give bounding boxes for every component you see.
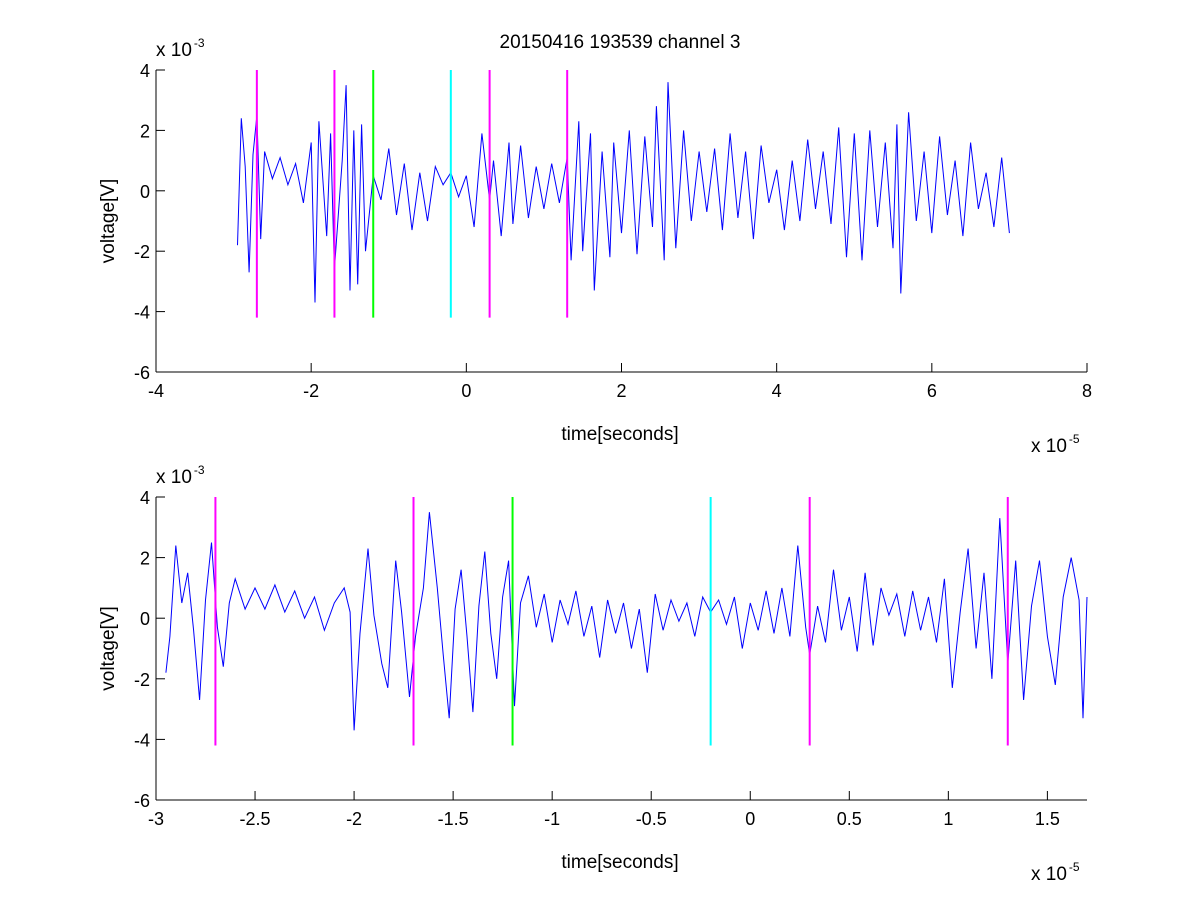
y-tick-label: 0 [140,609,150,629]
x-exponent-power: -5 [1069,860,1080,874]
x-tick-label: 0.5 [837,809,862,829]
y-tick-label: -6 [134,791,150,811]
y-exponent: x 10 -3 [156,463,205,488]
top-plot: -4 -2 0 2 4 6 8-6-4-2024time[seconds]voltage[V… [98,36,1092,457]
y-tick-label: -2 [134,242,150,262]
x-tick-label: 1.5 [1035,809,1060,829]
x-tick-label: 1 [943,809,953,829]
x-exponent: x 10 -5 [1031,860,1080,885]
bottom-plot: -3 -2.5 -2 -1.5 -1 -0.5 0 0.5 1 1.5 -6 -4 -2 0 2 4 time[… [98,463,1088,885]
x-tick-label: 8 [1082,381,1092,401]
x-tick-label: 6 [927,381,937,401]
x-tick-label: -2 [346,809,362,829]
y-tick-label: 0 [140,182,150,202]
x-tick-label: -1.5 [438,809,469,829]
y-exponent-power: -3 [194,36,205,50]
x-exponent: x 10 -5 [1031,432,1080,457]
x-tick-label: -1 [544,809,560,829]
signal-series-line [165,512,1088,731]
x-tick-label: -0.5 [636,809,667,829]
x-tick-label: -4 [148,381,164,401]
x-tick-label: 2 [616,381,626,401]
figure-title: 20150416 193539 channel 3 [500,32,741,53]
x-exponent-base: x 10 [1031,436,1067,457]
y-exponent-base: x 10 [156,467,192,488]
y-axis-label: voltage[V] [98,606,119,691]
y-axis-label: voltage[V] [98,179,119,264]
x-tick-label: -3 [148,809,164,829]
x-tick-label: -2 [303,381,319,401]
y-exponent: x 10 -3 [156,36,205,61]
y-tick-label: -6 [134,363,150,383]
y-tick-label: -4 [134,730,150,750]
y-tick-label: 2 [140,549,150,569]
y-tick-label: 4 [140,61,150,81]
y-tick-label: 2 [140,121,150,141]
x-exponent-power: -5 [1069,432,1080,446]
x-axis-label: time[seconds] [561,852,678,873]
y-tick-label: 4 [140,488,150,508]
signal-series-line [237,82,1010,303]
y-tick-label: -2 [134,670,150,690]
y-exponent-power: -3 [194,463,205,477]
y-tick-label: -4 [134,303,150,323]
x-tick-label: 0 [745,809,755,829]
x-axis-label: time[seconds] [561,424,678,445]
x-tick-label: -2.5 [240,809,271,829]
x-exponent-base: x 10 [1031,864,1067,885]
y-exponent-base: x 10 [156,40,192,61]
x-tick-label: 4 [772,381,782,401]
x-tick-label: 0 [461,381,471,401]
